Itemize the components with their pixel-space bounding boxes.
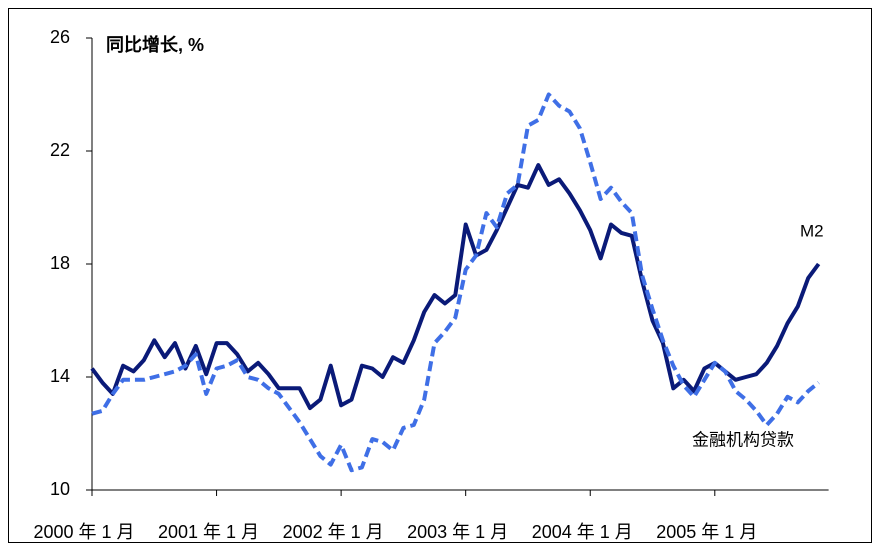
x-tick-label: 2005 年 1 月 (656, 522, 757, 542)
chart-frame (8, 8, 872, 543)
y-tick-label: 10 (50, 479, 70, 499)
y-tick-label: 18 (50, 253, 70, 273)
series-label: M2 (800, 221, 824, 240)
x-tick-label: 2002 年 1 月 (283, 522, 384, 542)
series-label: 金融机构贷款 (692, 430, 794, 449)
y-axis-label: 同比增长, % (106, 34, 204, 55)
series-line (91, 92, 820, 473)
y-tick-label: 22 (50, 140, 70, 160)
x-tick-label: 2000 年 1 月 (33, 522, 134, 542)
x-tick-label: 2004 年 1 月 (532, 522, 633, 542)
x-tick-label: 2003 年 1 月 (407, 522, 508, 542)
y-tick-label: 14 (50, 366, 70, 386)
series-line (90, 163, 821, 411)
y-tick-label: 26 (50, 27, 70, 47)
x-tick-label: 2001 年 1 月 (158, 522, 259, 542)
